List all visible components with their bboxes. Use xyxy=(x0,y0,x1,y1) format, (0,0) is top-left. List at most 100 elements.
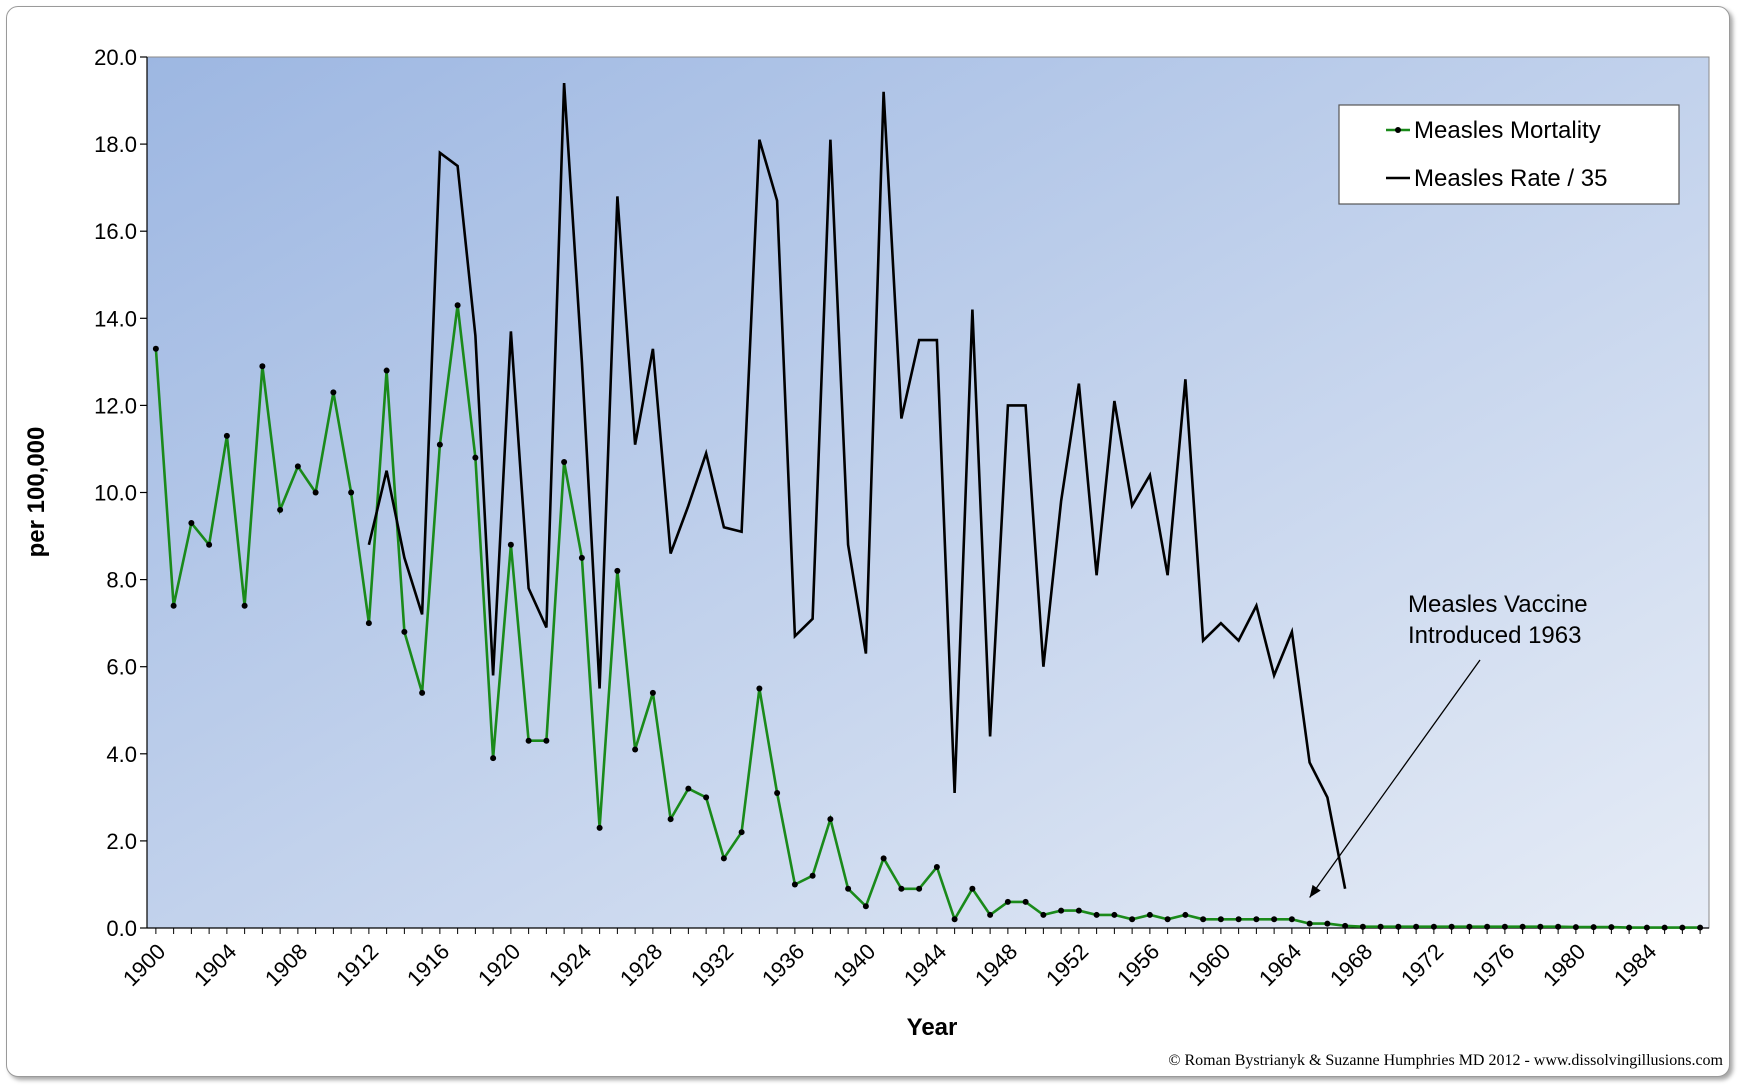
mortality-point xyxy=(1004,898,1011,905)
annotation-line-2: Introduced 1963 xyxy=(1408,622,1581,649)
rate-line xyxy=(367,83,1347,890)
mortality-point xyxy=(490,755,497,762)
mortality-point xyxy=(365,620,372,627)
mortality-point xyxy=(188,519,195,526)
mortality-point xyxy=(987,911,994,918)
mortality-point xyxy=(1537,923,1544,930)
mortality-point xyxy=(969,885,976,892)
mortality-point xyxy=(294,463,301,470)
legend: Measles Mortality Measles Rate / 35 xyxy=(1338,104,1680,205)
mortality-point xyxy=(1040,911,1047,918)
mortality-point xyxy=(561,459,568,466)
mortality-point xyxy=(1697,924,1704,931)
mortality-point xyxy=(1093,911,1100,918)
mortality-point xyxy=(1324,920,1331,927)
mortality-point xyxy=(419,689,426,696)
mortality-point xyxy=(1022,898,1029,905)
y-tick-label: 12.0 xyxy=(94,393,137,418)
y-axis-title: per 100,000 xyxy=(23,427,50,558)
mortality-point xyxy=(1164,916,1171,923)
mortality-point xyxy=(1466,923,1473,930)
x-tick-label: 1960 xyxy=(1183,939,1235,991)
mortality-point xyxy=(330,389,337,396)
x-tick-label: 1928 xyxy=(615,939,667,991)
x-tick-label: 1924 xyxy=(544,939,596,991)
legend-label-mortality: Measles Mortality xyxy=(1414,117,1601,144)
x-tick-label: 1948 xyxy=(970,939,1022,991)
mortality-point xyxy=(1430,923,1437,930)
legend-label-rate: Measles Rate / 35 xyxy=(1414,165,1607,192)
mortality-point xyxy=(862,903,869,910)
mortality-point xyxy=(1200,916,1207,923)
mortality-point xyxy=(596,824,603,831)
y-tick-label: 0.0 xyxy=(106,916,137,941)
legend-mortality-marker xyxy=(1395,127,1401,133)
x-tick-label: 1908 xyxy=(260,939,312,991)
x-tick-label: 1920 xyxy=(473,939,525,991)
x-tick-label: 1952 xyxy=(1041,939,1093,991)
mortality-point xyxy=(933,864,940,871)
x-tick-label: 1932 xyxy=(686,939,738,991)
mortality-point xyxy=(614,567,621,574)
mortality-point xyxy=(667,816,674,823)
mortality-point xyxy=(1271,916,1278,923)
y-tick-label: 20.0 xyxy=(94,45,137,70)
mortality-point xyxy=(1182,911,1189,918)
mortality-point xyxy=(1146,911,1153,918)
mortality-point xyxy=(880,855,887,862)
y-tick-label: 18.0 xyxy=(94,132,137,157)
mortality-point xyxy=(1217,916,1224,923)
mortality-point xyxy=(1377,923,1384,930)
mortality-point xyxy=(1501,923,1508,930)
mortality-point xyxy=(472,454,479,461)
mortality-point xyxy=(827,816,834,823)
mortality-point xyxy=(1608,924,1615,931)
mortality-point xyxy=(1413,923,1420,930)
mortality-point xyxy=(1661,924,1668,931)
mortality-point xyxy=(1572,924,1579,931)
mortality-point xyxy=(809,872,816,879)
mortality-point xyxy=(1129,916,1136,923)
mortality-point xyxy=(632,746,639,753)
mortality-point xyxy=(951,916,958,923)
mortality-point xyxy=(1288,916,1295,923)
y-tick-label: 14.0 xyxy=(94,306,137,331)
mortality-point xyxy=(578,554,585,561)
y-tick-label: 8.0 xyxy=(106,568,137,593)
x-tick-label: 1968 xyxy=(1325,939,1377,991)
vaccine-annotation: Measles Vaccine Introduced 1963 xyxy=(1309,591,1588,898)
mortality-point xyxy=(454,302,461,309)
x-axis-title: Year xyxy=(907,1014,958,1041)
x-tick-label: 1964 xyxy=(1254,939,1306,991)
mortality-point xyxy=(312,489,319,496)
mortality-point xyxy=(1590,924,1597,931)
mortality-point xyxy=(1643,924,1650,931)
y-tick-label: 2.0 xyxy=(106,829,137,854)
mortality-point xyxy=(383,367,390,374)
mortality-point xyxy=(1484,923,1491,930)
annotation-arrowhead xyxy=(1309,884,1321,898)
mortality-point xyxy=(277,506,284,513)
x-tick-label: 1976 xyxy=(1467,939,1519,991)
mortality-line xyxy=(154,305,1701,929)
mortality-point xyxy=(1075,907,1082,914)
mortality-point xyxy=(791,881,798,888)
mortality-point xyxy=(348,489,355,496)
mortality-point xyxy=(916,885,923,892)
mortality-point xyxy=(774,789,781,796)
y-tick-label: 4.0 xyxy=(106,742,137,767)
x-tick-label: 1984 xyxy=(1609,939,1661,991)
mortality-point xyxy=(845,885,852,892)
mortality-point xyxy=(649,689,656,696)
mortality-point xyxy=(259,363,266,370)
x-tick-label: 1980 xyxy=(1538,939,1590,991)
copyright-credit: © Roman Bystrianyk & Suzanne Humphries M… xyxy=(1168,1052,1723,1069)
mortality-point xyxy=(1519,923,1526,930)
mortality-point xyxy=(1058,907,1065,914)
y-tick-label: 6.0 xyxy=(106,655,137,680)
y-tick-label: 10.0 xyxy=(94,481,137,506)
mortality-point xyxy=(1235,916,1242,923)
legend-box xyxy=(1338,104,1680,205)
mortality-point xyxy=(1555,923,1562,930)
